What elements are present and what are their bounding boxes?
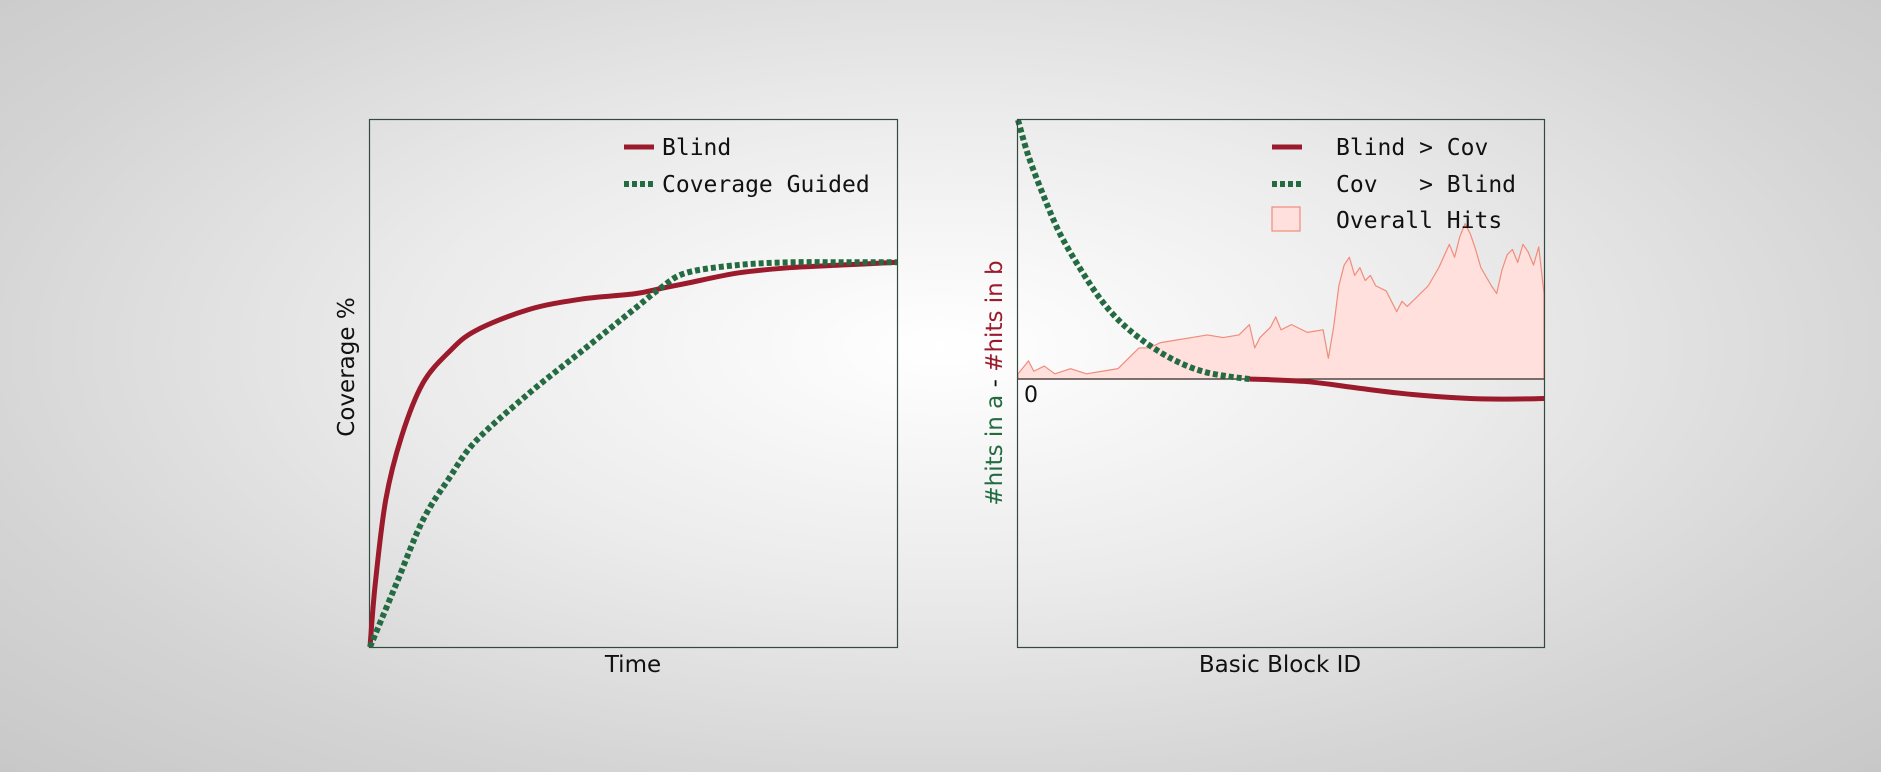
legend-blind-label: Blind — [662, 135, 731, 161]
y-label-part-sep: - — [982, 372, 1008, 395]
blind-coverage-line — [367, 259, 898, 648]
cov-gt-blind-line — [1015, 119, 1250, 382]
legend-cov-gt-blind-label: Cov > Blind — [1336, 172, 1516, 198]
y-label-part-a: #hits in a — [982, 395, 1008, 506]
y-label-part-b: #hits in b — [982, 260, 1008, 371]
right-chart: 0 Blind > Cov Cov > Blind Overall Hits B… — [982, 118, 1546, 678]
right-y-axis-label: #hits in a - #hits in b — [982, 260, 1008, 505]
left-legend: Blind Coverage Guided — [624, 135, 870, 198]
right-plot-frame — [1016, 118, 1546, 649]
legend-coverage-label: Coverage Guided — [662, 172, 870, 198]
legend-blind-gt-cov-label: Blind > Cov — [1336, 135, 1488, 161]
right-x-axis-label: Basic Block ID — [1199, 652, 1361, 678]
left-chart: Blind Coverage Guided Time Coverage % — [334, 118, 899, 678]
overall-hits-area — [1017, 223, 1545, 380]
left-y-axis-label: Coverage % — [334, 297, 360, 436]
left-plot-frame — [368, 118, 899, 649]
legend-overall-hits-swatch — [1271, 206, 1301, 232]
legend-overall-hits-label: Overall Hits — [1336, 208, 1502, 234]
right-legend: Blind > Cov Cov > Blind Overall Hits — [1271, 135, 1516, 234]
guided-coverage-line — [367, 259, 897, 649]
left-x-axis-label: Time — [604, 652, 661, 678]
blind-gt-cov-line — [1249, 376, 1545, 402]
zero-tick-label: 0 — [1024, 383, 1038, 408]
